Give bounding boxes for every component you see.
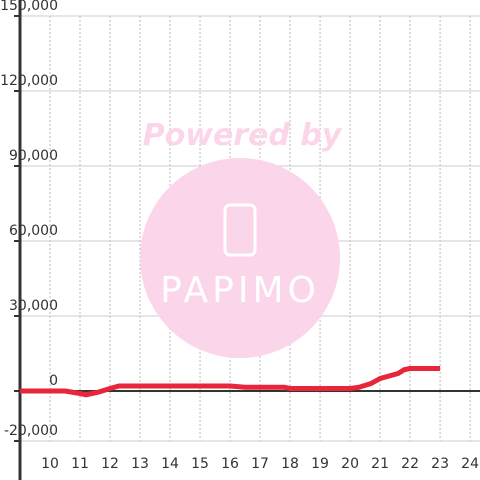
watermark: Powered by PAPIMO bbox=[140, 118, 343, 358]
x-tick-label: 10 bbox=[41, 456, 59, 472]
watermark-logo: PAPIMO bbox=[160, 270, 320, 311]
x-tick-label: 21 bbox=[371, 456, 389, 472]
x-tick-label: 11 bbox=[71, 456, 89, 472]
x-tick-label: 14 bbox=[161, 456, 179, 472]
x-tick-label: 19 bbox=[311, 456, 329, 472]
watermark-phone bbox=[223, 203, 257, 257]
y-tick-label: 30,000 bbox=[9, 298, 58, 314]
x-tick-label: 22 bbox=[401, 456, 419, 472]
x-tick-label: 16 bbox=[221, 456, 239, 472]
x-tick-label: 20 bbox=[341, 456, 359, 472]
watermark-circle bbox=[140, 158, 340, 358]
y-tick-label: 0 bbox=[49, 373, 58, 389]
y-tick-label: -20,000 bbox=[4, 423, 58, 439]
data-line bbox=[20, 366, 441, 398]
y-tick-label: 150,000 bbox=[0, 0, 58, 14]
x-tick-label: 23 bbox=[431, 456, 449, 472]
y-tick-label: 90,000 bbox=[9, 148, 58, 164]
x-tick-label: 17 bbox=[251, 456, 269, 472]
watermark-text: Powered by bbox=[143, 118, 343, 153]
y-tick-label: 120,000 bbox=[0, 73, 58, 89]
y-tick-label: 60,000 bbox=[9, 223, 58, 239]
x-tick-label: 15 bbox=[191, 456, 209, 472]
x-tick-label: 12 bbox=[101, 456, 119, 472]
x-tick-label: 18 bbox=[281, 456, 299, 472]
x-tick-label: 24 bbox=[461, 456, 479, 472]
x-tick-label: 13 bbox=[131, 456, 149, 472]
